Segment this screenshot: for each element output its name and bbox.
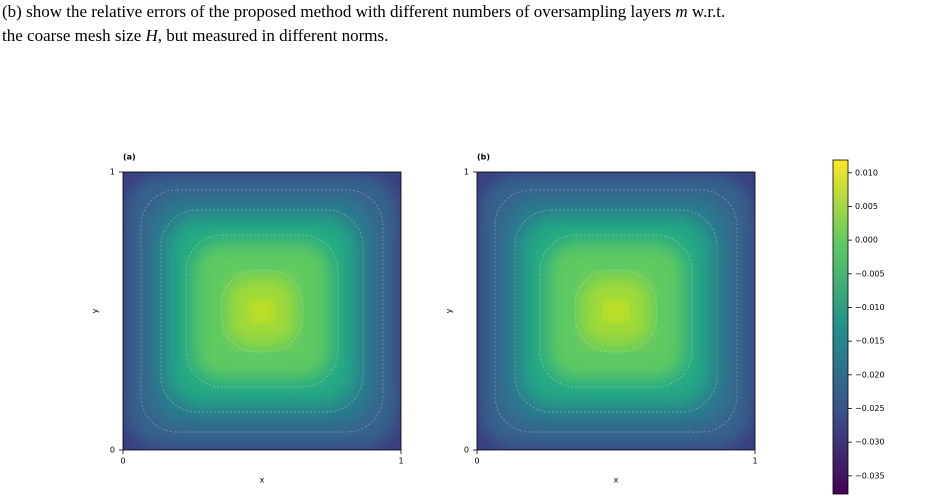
colorbar-tick-label: −0.005 [855, 269, 885, 278]
contour-line [514, 209, 718, 413]
contour-line [494, 189, 738, 433]
x-axis-label: x [260, 476, 265, 485]
y-tick-label: 0 [464, 446, 469, 455]
text: , but measured in different norms. [157, 26, 389, 45]
contour-fill [261, 310, 263, 312]
y-axis-label: y [445, 308, 454, 313]
y-axis-label: y [91, 308, 100, 313]
contour-line [539, 234, 693, 388]
contour-line [140, 189, 384, 433]
colorbar [832, 159, 849, 495]
contour-line [185, 234, 339, 388]
axes-frame [476, 171, 756, 451]
axes-frame [122, 171, 402, 451]
y-tick-label: 1 [464, 168, 469, 177]
text-line: (b) show the relative errors of the prop… [2, 2, 725, 22]
contour-line [160, 209, 364, 413]
heatmap [123, 172, 401, 450]
colorbar-tick-label: −0.030 [855, 438, 885, 447]
colorbar-tick-label: 0.005 [855, 202, 878, 211]
text-line: the coarse mesh size H, but measured in … [2, 26, 388, 46]
x-tick-label: 1 [398, 457, 403, 466]
contour-line [220, 269, 304, 353]
colorbar-tick-label: 0.000 [855, 236, 878, 245]
contour-line [574, 269, 658, 353]
x-tick-label: 0 [120, 457, 125, 466]
panel-label: (b) [477, 153, 490, 162]
contour-fill [615, 310, 617, 312]
x-tick-label: 0 [474, 457, 479, 466]
colorbar-tick-label: −0.035 [855, 471, 885, 480]
y-tick-label: 0 [110, 446, 115, 455]
panel-label: (a) [123, 153, 136, 162]
colorbar-tick-label: −0.020 [855, 370, 885, 379]
x-tick-label: 1 [752, 457, 757, 466]
colorbar-tick-label: −0.025 [855, 404, 885, 413]
text: w.r.t. [687, 2, 726, 21]
text: (b) show the relative errors of the prop… [2, 2, 676, 21]
math: H [145, 26, 158, 45]
colorbar-tick-label: −0.010 [855, 303, 885, 312]
colorbar-tick-label: 0.010 [855, 168, 878, 177]
colorbar-tick-label: −0.015 [855, 337, 885, 346]
math: m [675, 2, 688, 21]
x-axis-label: x [614, 476, 619, 485]
text: the coarse mesh size [2, 26, 146, 45]
heatmap [477, 172, 755, 450]
y-tick-label: 1 [110, 168, 115, 177]
